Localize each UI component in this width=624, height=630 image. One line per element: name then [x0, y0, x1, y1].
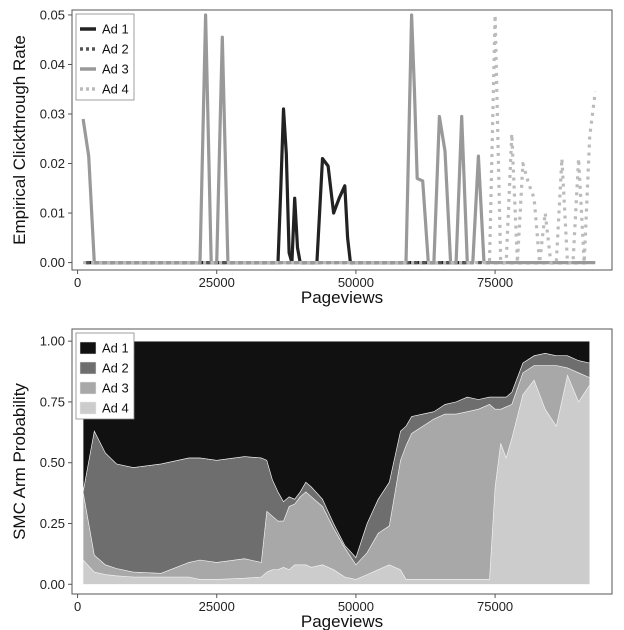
- legend-label: Ad 2: [102, 361, 129, 376]
- x-tick-label: 50000: [338, 599, 374, 614]
- series-line-ad-4: [83, 13, 597, 265]
- legend-label: Ad 3: [102, 381, 129, 396]
- x-axis-title: Pageviews: [301, 612, 383, 630]
- legend-label: Ad 1: [102, 22, 129, 37]
- legend-label: Ad 3: [102, 62, 129, 77]
- legend-key-swatch: [79, 401, 97, 415]
- area-band-ad-1: [82, 340, 590, 559]
- legend-label: Ad 2: [102, 42, 129, 57]
- y-tick-label: 0.03: [40, 107, 65, 122]
- x-tick-label: 75000: [477, 599, 513, 614]
- legend: Ad 1 Ad 2 Ad 3 Ad 4: [75, 13, 135, 101]
- y-tick-label: 0.25: [40, 516, 65, 531]
- plot-area: [71, 9, 613, 271]
- y-tick-label: 1.00: [40, 334, 65, 349]
- plot-series-group: [82, 340, 590, 585]
- y-tick-label: 0.50: [40, 455, 65, 470]
- legend-key-swatch: [79, 361, 97, 375]
- y-tick-label: 0.00: [40, 255, 65, 270]
- legend-label: Ad 4: [102, 82, 129, 97]
- y-tick-label: 0.04: [40, 57, 65, 72]
- legend-label: Ad 1: [102, 341, 129, 356]
- x-axis-title: Pageviews: [301, 288, 383, 307]
- y-tick-label: 0.02: [40, 156, 65, 171]
- legend-label: Ad 4: [102, 401, 129, 416]
- x-tick-label: 0: [74, 275, 81, 290]
- y-tick-label: 0.05: [40, 7, 65, 22]
- series-line-ad-3: [81, 13, 596, 265]
- y-tick-label: 0.75: [40, 394, 65, 409]
- legend-key-swatch: [79, 381, 97, 395]
- x-tick-label: 25000: [199, 599, 235, 614]
- legend: Ad 1 Ad 2 Ad 3 Ad 4: [75, 332, 135, 420]
- y-tick-label: 0.01: [40, 206, 65, 221]
- x-tick-label: 25000: [199, 275, 235, 290]
- chart-panel-1: 0 25000 50000 75000 0.00 0.01 0.02 0.03 0.04 0.05…: [10, 7, 613, 307]
- plot-series-group: [81, 13, 597, 265]
- legend-key-swatch: [79, 341, 97, 355]
- y-tick-label: 0.00: [40, 577, 65, 592]
- x-tick-label: 75000: [477, 275, 513, 290]
- y-axis-title: SMC Arm Probability: [10, 383, 29, 540]
- x-tick-label: 0: [74, 599, 81, 614]
- chart-panel-2: 0 25000 50000 75000 0.00 0.25 0.50 0.75 1.00 Page…: [10, 328, 613, 630]
- y-axis-title: Empirical Clickthrough Rate: [10, 35, 29, 245]
- x-tick-label: 50000: [338, 275, 374, 290]
